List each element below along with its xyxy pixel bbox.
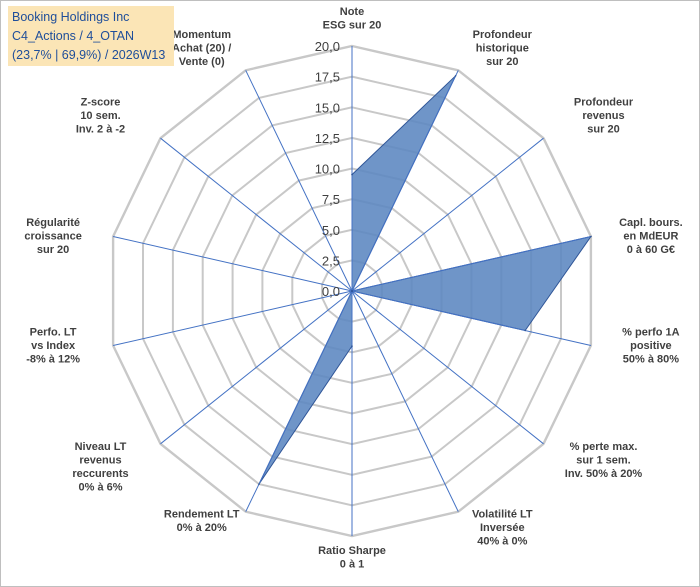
axis-spoke (351, 70, 459, 292)
tick-label: 0,0 (322, 284, 340, 299)
axis-spoke (351, 290, 544, 445)
axis-label: Niveau LT revenus reccurents 0% à 6% (72, 441, 128, 494)
axis-label: Momentum Achat (20) / Vente (0) (172, 29, 231, 68)
axis-label: Volatilité LT Inversée 40% à 0% (472, 509, 533, 548)
axis-label: Note ESG sur 20 (323, 6, 382, 32)
title-stats: (23,7% | 69,9%) / 2026W13 (12, 48, 166, 62)
data-point: Note ESG sur 20: 9.5 (351, 173, 353, 176)
axis-spoke (160, 137, 353, 292)
axis-spoke (351, 236, 592, 292)
axis-label: % perte max. sur 1 sem. Inv. 50% à 20% (565, 441, 643, 480)
axis-label: Z-score 10 sem. Inv. 2 à -2 (76, 97, 125, 136)
tick-label: 7,5 (322, 192, 340, 207)
axis-spoke (112, 236, 353, 292)
axis-spoke (245, 290, 353, 512)
axis-spoke (245, 70, 353, 292)
data-point: Capl. bours. en MdEUR 0 à 60 G€: 20 (590, 235, 592, 238)
title-category: C4_Actions / 4_OTAN (12, 29, 135, 43)
axis-spoke (112, 290, 353, 346)
data-point: Ratio Sharpe 0 à 1: 4.5 (351, 345, 353, 347)
title-company: Booking Holdings Inc (12, 10, 130, 24)
axis-label: % perfo 1A positive 50% à 80% (622, 326, 680, 365)
tick-label: 10,0 (315, 162, 340, 177)
data-point: Rendement LT 0% à 20%: 17.5 (258, 483, 260, 485)
axis-label: Profondeur revenus sur 20 (574, 97, 634, 136)
axis-spoke (351, 290, 459, 512)
axis-label: Capl. bours. en MdEUR 0 à 60 G€ (619, 217, 683, 256)
axis-label: Profondeur historique sur 20 (473, 29, 533, 68)
tick-label: 17,5 (315, 70, 340, 85)
axis-spoke (160, 290, 353, 445)
axis-label: Ratio Sharpe 0 à 1 (318, 545, 386, 571)
tick-label: 12,5 (315, 131, 340, 146)
tick-label: 20,0 (315, 39, 340, 54)
data-point: % perfo 1A positive 50% à 80%: 14.5 (524, 329, 526, 332)
axis-spoke (351, 290, 592, 346)
tick-label: 15,0 (315, 100, 340, 115)
chart-title-box: Booking Holdings Inc C4_Actions / 4_OTAN… (8, 6, 174, 66)
data-point: Profondeur historique sur 20: 19.5 (454, 75, 457, 77)
axis-label: Régularité croissance sur 20 (24, 217, 81, 256)
axis-label: Rendement LT 0% à 20% (164, 509, 240, 535)
axis-label: Perfo. LT vs Index -8% à 12% (26, 326, 80, 365)
tick-label: 2,5 (322, 253, 340, 268)
axis-spoke (351, 137, 544, 292)
data-point: Momentum Achat (20) / Vente (0): 0 (351, 290, 353, 292)
tick-label: 5,0 (322, 223, 340, 238)
